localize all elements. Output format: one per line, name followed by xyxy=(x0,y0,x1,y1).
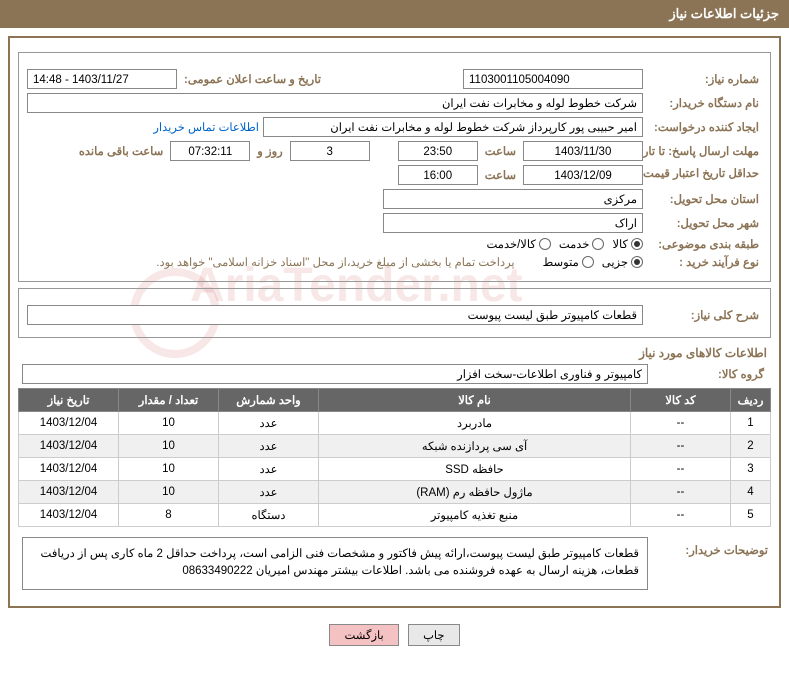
desc-field: قطعات کامپیوتر طبق لیست پیوست xyxy=(27,305,643,325)
button-row: چاپ بازگشت xyxy=(0,616,789,654)
table-cell: -- xyxy=(631,458,731,481)
table-cell: منبع تغذیه کامپیوتر xyxy=(319,504,631,527)
table-row: 5--منبع تغذیه کامپیوتردستگاه81403/12/04 xyxy=(19,504,771,527)
items-title: اطلاعات کالاهای مورد نیاز xyxy=(22,346,767,360)
back-button[interactable]: بازگشت xyxy=(329,624,398,646)
city-label: شهر محل تحویل: xyxy=(647,216,762,230)
radio-icon xyxy=(582,256,594,268)
remaining-label: ساعت باقی مانده xyxy=(76,144,166,158)
table-cell: 10 xyxy=(119,458,219,481)
requester-label: ایجاد کننده درخواست: xyxy=(647,120,762,134)
validity-time-field: 16:00 xyxy=(398,165,478,185)
page-title: جزئیات اطلاعات نیاز xyxy=(669,6,779,21)
table-cell: عدد xyxy=(219,481,319,504)
province-field: مرکزی xyxy=(383,189,643,209)
print-button[interactable]: چاپ xyxy=(408,624,459,646)
table-row: 2--آی سی پردازنده شبکهعدد101403/12/04 xyxy=(19,435,771,458)
table-cell: 10 xyxy=(119,435,219,458)
table-cell: 10 xyxy=(119,412,219,435)
need-number-field: 1103001105004090 xyxy=(463,69,643,89)
desc-label: شرح کلی نیاز: xyxy=(647,308,762,322)
table-cell: 8 xyxy=(119,504,219,527)
th-unit: واحد شمارش xyxy=(219,389,319,412)
time-label-2: ساعت xyxy=(482,168,519,182)
table-cell: 10 xyxy=(119,481,219,504)
table-cell: -- xyxy=(631,435,731,458)
buyer-notes-label: توضیحات خریدار: xyxy=(656,533,771,557)
deadline-label: مهلت ارسال پاسخ: تا تاریخ: xyxy=(647,144,762,158)
announce-date-field: 1403/11/27 - 14:48 xyxy=(27,69,177,89)
table-cell: 1403/12/04 xyxy=(19,481,119,504)
table-cell: ماژول حافظه رم (RAM) xyxy=(319,481,631,504)
buyer-org-field: شرکت خطوط لوله و مخابرات نفت ایران xyxy=(27,93,643,113)
table-cell: آی سی پردازنده شبکه xyxy=(319,435,631,458)
form-section: شماره نیاز: 1103001105004090 تاریخ و ساع… xyxy=(18,52,771,282)
announce-date-label: تاریخ و ساعت اعلان عمومی: xyxy=(181,72,324,86)
desc-section: شرح کلی نیاز: قطعات کامپیوتر طبق لیست پی… xyxy=(18,288,771,338)
radio-partial[interactable]: جزیی xyxy=(602,255,643,269)
city-field: اراک xyxy=(383,213,643,233)
requester-field: امیر حبیبی پور کارپرداز شرکت خطوط لوله و… xyxy=(263,117,643,137)
main-container: AriaTender.net شماره نیاز: 1103001105004… xyxy=(8,36,781,608)
radio-goods[interactable]: کالا xyxy=(612,237,643,251)
validity-date-field: 1403/12/09 xyxy=(523,165,643,185)
page-header: جزئیات اطلاعات نیاز xyxy=(0,0,789,28)
group-label: گروه کالا: xyxy=(652,367,767,381)
th-row: ردیف xyxy=(731,389,771,412)
need-number-label: شماره نیاز: xyxy=(647,72,762,86)
th-name: نام کالا xyxy=(319,389,631,412)
table-row: 4--ماژول حافظه رم (RAM)عدد101403/12/04 xyxy=(19,481,771,504)
radio-service[interactable]: خدمت xyxy=(559,237,605,251)
category-label: طبقه بندی موضوعی: xyxy=(647,237,762,251)
purchase-type-radio-group: جزیی متوسط xyxy=(543,255,643,269)
group-field: کامپیوتر و فناوری اطلاعات-سخت افزار xyxy=(22,364,648,384)
deadline-time-field: 23:50 xyxy=(398,141,478,161)
table-cell: 5 xyxy=(731,504,771,527)
table-header-row: ردیف کد کالا نام کالا واحد شمارش تعداد /… xyxy=(19,389,771,412)
table-cell: دستگاه xyxy=(219,504,319,527)
remaining-time-field: 07:32:11 xyxy=(170,141,250,161)
table-cell: -- xyxy=(631,481,731,504)
table-cell: 1403/12/04 xyxy=(19,435,119,458)
category-radio-group: کالا خدمت کالا/خدمت xyxy=(487,237,644,251)
time-label-1: ساعت xyxy=(482,144,519,158)
table-cell: -- xyxy=(631,504,731,527)
radio-goods-service[interactable]: کالا/خدمت xyxy=(487,237,551,251)
radio-icon xyxy=(592,238,604,250)
table-row: 1--مادربردعدد101403/12/04 xyxy=(19,412,771,435)
table-cell: عدد xyxy=(219,412,319,435)
buyer-org-label: نام دستگاه خریدار: xyxy=(647,96,762,110)
table-cell: عدد xyxy=(219,458,319,481)
table-cell: 1403/12/04 xyxy=(19,504,119,527)
contact-link[interactable]: اطلاعات تماس خریدار xyxy=(153,120,259,134)
radio-medium[interactable]: متوسط xyxy=(543,255,594,269)
items-table: ردیف کد کالا نام کالا واحد شمارش تعداد /… xyxy=(18,388,771,527)
purchase-note: پرداخت تمام یا بخشی از مبلغ خرید،از محل … xyxy=(156,255,514,269)
table-cell: 1 xyxy=(731,412,771,435)
table-cell: 3 xyxy=(731,458,771,481)
table-cell: 2 xyxy=(731,435,771,458)
table-row: 3--حافظه SSDعدد101403/12/04 xyxy=(19,458,771,481)
radio-icon xyxy=(631,238,643,250)
table-cell: -- xyxy=(631,412,731,435)
radio-icon xyxy=(539,238,551,250)
table-cell: 1403/12/04 xyxy=(19,412,119,435)
th-date: تاریخ نیاز xyxy=(19,389,119,412)
table-cell: 1403/12/04 xyxy=(19,458,119,481)
deadline-date-field: 1403/11/30 xyxy=(523,141,643,161)
th-qty: تعداد / مقدار xyxy=(119,389,219,412)
remaining-days-field: 3 xyxy=(290,141,370,161)
radio-icon xyxy=(631,256,643,268)
th-code: کد کالا xyxy=(631,389,731,412)
buyer-notes-box: قطعات کامپیوتر طبق لیست پیوست،ارائه پیش … xyxy=(22,537,648,590)
table-cell: 4 xyxy=(731,481,771,504)
validity-label: حداقل تاریخ اعتبار قیمت: تا تاریخ: xyxy=(647,168,762,182)
province-label: استان محل تحویل: xyxy=(647,192,762,206)
table-cell: مادربرد xyxy=(319,412,631,435)
days-and-label: روز و xyxy=(254,144,285,158)
table-cell: عدد xyxy=(219,435,319,458)
purchase-type-label: نوع فرآیند خرید : xyxy=(647,255,762,269)
table-cell: حافظه SSD xyxy=(319,458,631,481)
